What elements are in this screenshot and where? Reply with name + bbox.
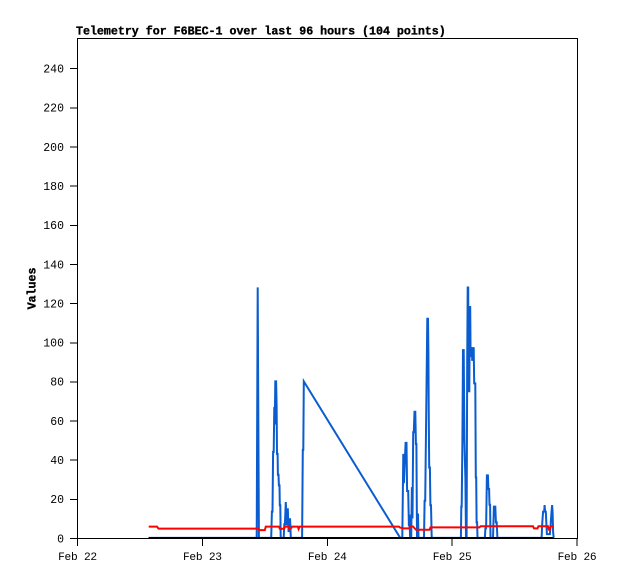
svg-text:Feb 22: Feb 22: [58, 552, 97, 564]
svg-text:100: 100: [43, 338, 64, 351]
svg-text:Feb 24: Feb 24: [308, 552, 347, 564]
svg-text:Values: Values: [27, 268, 40, 310]
svg-text:180: 180: [43, 181, 64, 194]
svg-text:200: 200: [43, 142, 64, 155]
svg-text:Feb 26: Feb 26: [558, 552, 597, 564]
svg-text:Feb 25: Feb 25: [433, 552, 472, 564]
svg-text:220: 220: [43, 103, 64, 116]
svg-text:Telemetry for F6BEC-1 over las: Telemetry for F6BEC-1 over last 96 hours…: [76, 26, 446, 39]
svg-text:20: 20: [50, 494, 64, 507]
svg-text:60: 60: [50, 416, 64, 429]
svg-text:0: 0: [57, 533, 64, 546]
svg-text:160: 160: [43, 220, 64, 233]
svg-text:40: 40: [50, 455, 64, 468]
svg-text:80: 80: [50, 377, 64, 390]
svg-text:240: 240: [43, 64, 64, 77]
svg-text:140: 140: [43, 259, 64, 272]
svg-text:Feb 23: Feb 23: [183, 552, 222, 564]
svg-text:120: 120: [43, 298, 64, 311]
